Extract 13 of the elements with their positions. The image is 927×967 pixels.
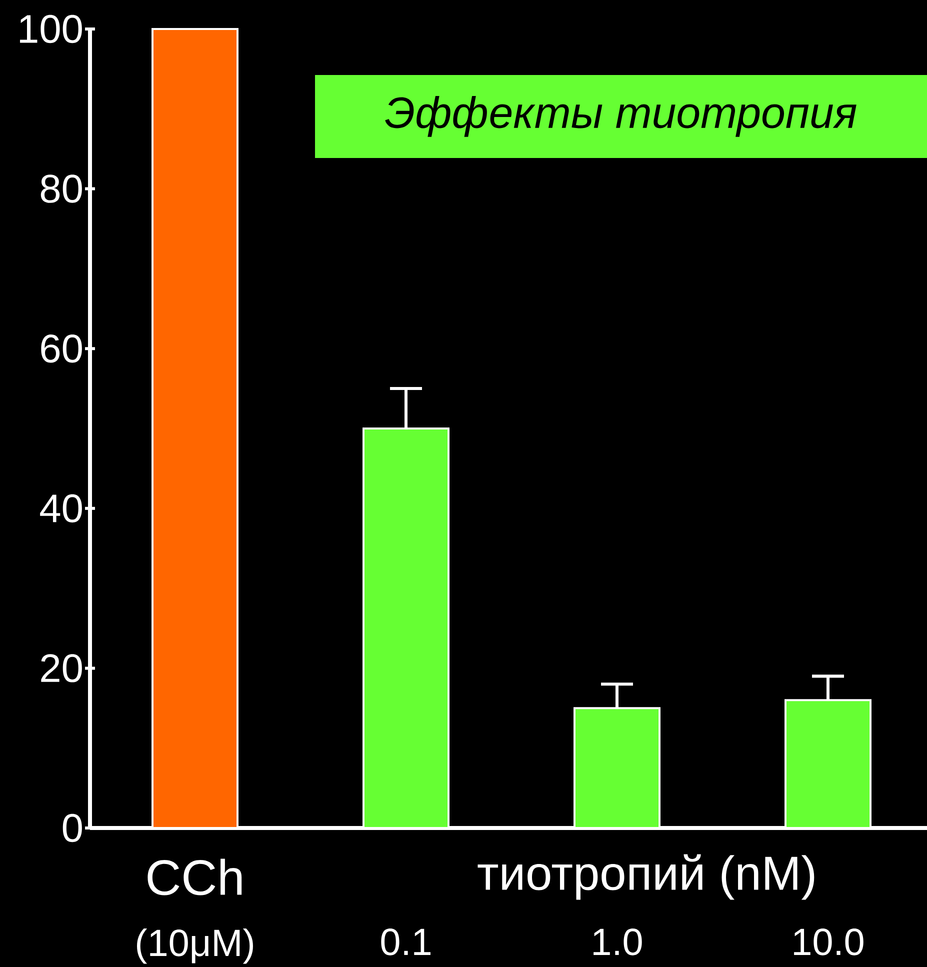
y-tick-label: 20 xyxy=(41,654,82,682)
text: тиотропий (nM) xyxy=(478,854,814,900)
y-tick-label: 40 xyxy=(40,494,82,523)
x-tick-label: (10μM) xyxy=(137,928,253,964)
y-tick-label: 0 xyxy=(62,814,82,842)
text: Эффекты тиотропия xyxy=(385,96,856,137)
x-tick-label: 0.1 xyxy=(381,928,430,956)
x-tick-label: 10.0 xyxy=(794,928,864,956)
text: CCh xyxy=(148,858,242,896)
x-tick-label: 1.0 xyxy=(594,928,642,956)
y-tick-label: 80 xyxy=(40,174,82,203)
y-tick-label: 100 xyxy=(20,14,82,44)
y-tick-label: 60 xyxy=(41,334,82,363)
